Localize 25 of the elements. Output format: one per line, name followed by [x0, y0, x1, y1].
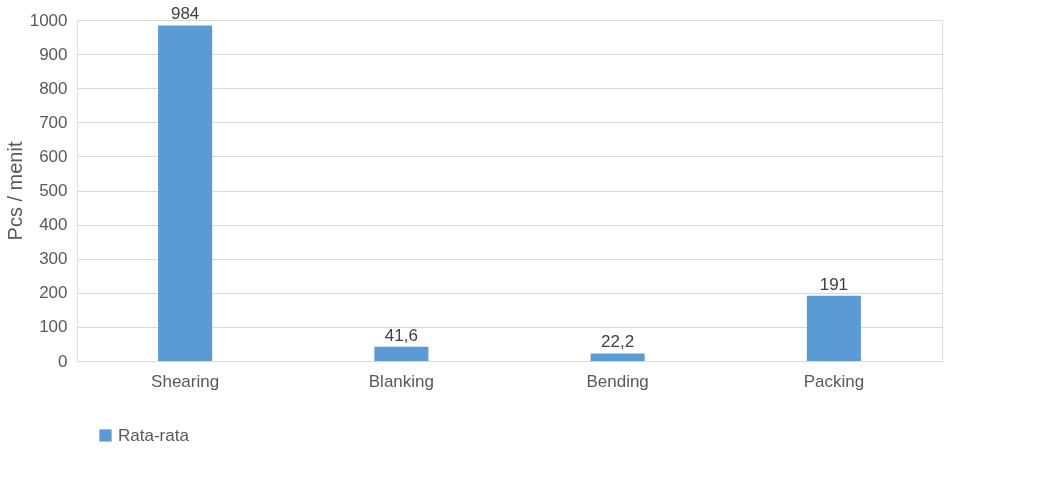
x-tick-label: Bending [586, 371, 649, 391]
bar [158, 25, 213, 361]
y-tick-label: 1000 [29, 10, 68, 30]
y-tick-label: 100 [39, 317, 68, 337]
x-tick-label: Shearing [151, 371, 220, 391]
y-tick-label: 400 [39, 215, 68, 235]
y-axis-title: Pcs / menit [3, 141, 26, 241]
y-tick-label: 500 [39, 181, 68, 200]
y-tick-label: 200 [39, 283, 68, 303]
data-label: 191 [819, 274, 849, 294]
y-tick-label: 300 [39, 249, 68, 269]
bar [590, 353, 645, 361]
y-tick-label: 700 [39, 112, 68, 132]
y-tick-label: 600 [39, 146, 68, 166]
y-tick-label: 0 [58, 351, 68, 371]
y-tick-label: 900 [39, 44, 68, 64]
y-tick-label: 800 [39, 78, 68, 98]
data-label: 22,2 [601, 332, 635, 352]
x-tick-label: Packing [803, 371, 865, 391]
data-label: 984 [170, 4, 200, 24]
x-tick-label: Blanking [368, 371, 434, 391]
data-label: 41,6 [384, 325, 418, 345]
bar [806, 295, 861, 361]
legend-label: Rata-rata [118, 425, 190, 445]
bar [374, 346, 429, 361]
